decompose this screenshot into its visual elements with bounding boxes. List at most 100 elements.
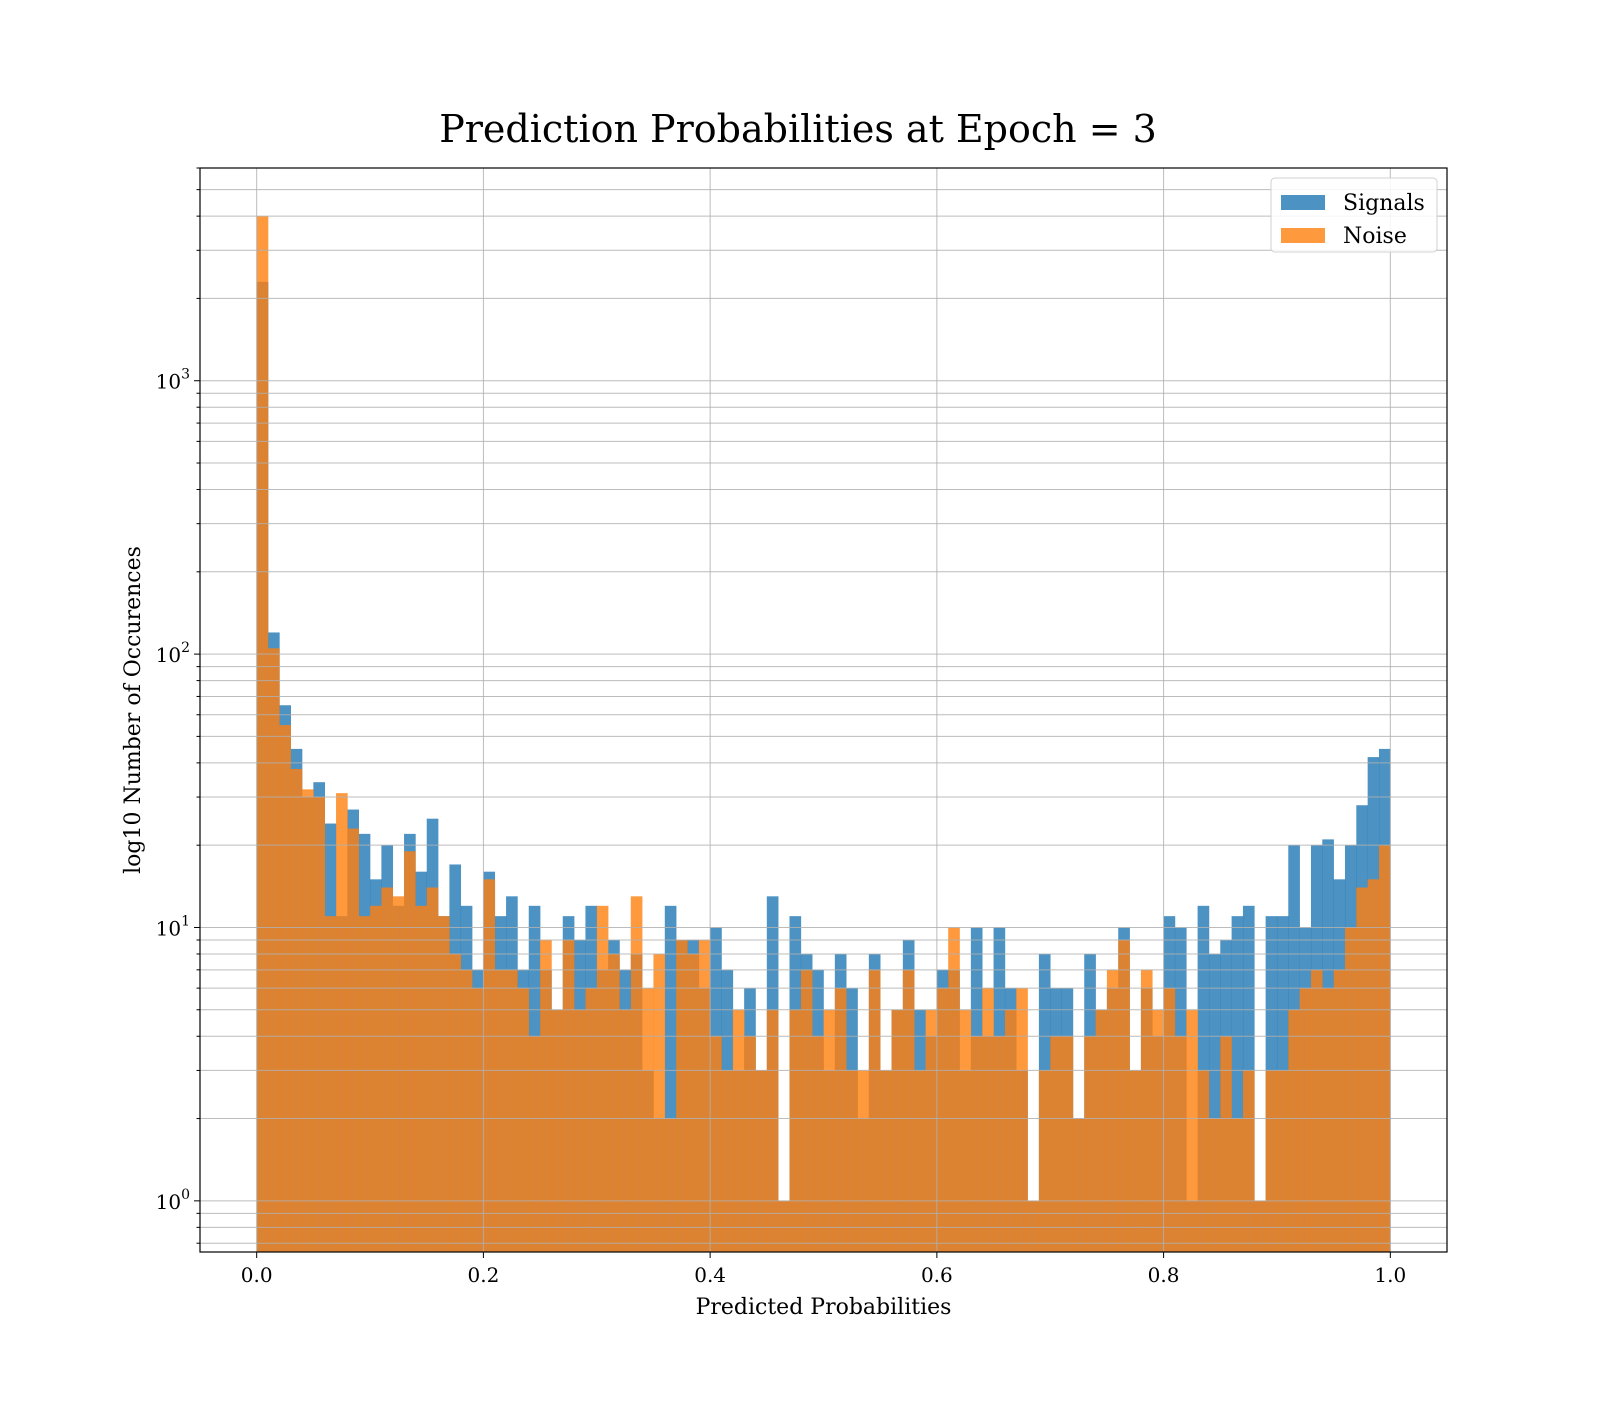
bar-noise [1163, 988, 1176, 1252]
y-tick-label: 100 [156, 1187, 190, 1214]
bar-noise [1322, 988, 1334, 1252]
bar-noise [494, 969, 507, 1252]
x-tick-label: 1.0 [1374, 1263, 1406, 1287]
bar-noise [857, 1070, 870, 1252]
bar-signals [664, 905, 677, 1252]
x-tick-label: 0.6 [921, 1263, 953, 1287]
bar-noise [948, 927, 960, 1252]
bar-noise [426, 887, 439, 1252]
bar-noise [1265, 1070, 1278, 1252]
bar-noise [574, 1009, 586, 1252]
legend-swatch-noise [1281, 228, 1325, 243]
bar-noise [608, 953, 620, 1252]
bar-noise [676, 939, 688, 1252]
bar-noise [358, 916, 371, 1252]
bar-noise [370, 905, 382, 1252]
bar-noise [313, 797, 325, 1252]
bar-signals [1231, 916, 1244, 1252]
bar-noise [506, 969, 518, 1252]
bar-noise [1231, 1118, 1244, 1252]
bar-noise [381, 887, 394, 1252]
bar-noise [789, 1009, 802, 1252]
bar-noise [642, 988, 654, 1252]
bar-noise [460, 969, 473, 1252]
bar-noise [324, 916, 337, 1252]
bar-noise [1378, 845, 1391, 1252]
grid-lines [200, 167, 1447, 1252]
legend-swatch-signals [1281, 195, 1325, 210]
bar-noise [585, 988, 598, 1252]
bar-noise [596, 905, 609, 1252]
y-axis-label: log10 Number of Occurences [121, 546, 146, 874]
bar-noise [1254, 1200, 1266, 1252]
bar-noise [936, 988, 949, 1252]
bar-noise [1027, 1200, 1040, 1252]
bar-noise [449, 953, 462, 1252]
bar-noise [483, 879, 496, 1252]
bar-noise [268, 648, 280, 1252]
bar-noise [404, 851, 416, 1252]
bar-noise [1333, 969, 1346, 1252]
bar-noise [290, 768, 303, 1252]
bar-noise [914, 1070, 926, 1252]
bar-noise [1208, 1118, 1221, 1252]
x-tick-label: 0.2 [468, 1263, 500, 1287]
bar-noise [1152, 1009, 1164, 1252]
bar-noise [562, 939, 575, 1252]
bar-noise [744, 1036, 756, 1252]
bar-noise [1197, 1070, 1210, 1252]
bar-noise [766, 1009, 779, 1252]
bar-noise [347, 828, 360, 1252]
bar-noise [732, 1009, 745, 1252]
bar-noise [891, 1009, 904, 1252]
bar-noise [993, 1036, 1006, 1252]
bar-noise [1084, 1036, 1096, 1252]
y-tick-label: 102 [156, 640, 190, 667]
bar-noise [664, 1118, 677, 1252]
bar-noise [1038, 1070, 1051, 1252]
bar-noise [517, 988, 530, 1252]
bar-noise [970, 1036, 983, 1252]
bar-noise [1140, 969, 1153, 1252]
y-axis-ticks: 100 101 102 103 [156, 167, 200, 1244]
bar-noise [1016, 988, 1028, 1252]
bar-noise [472, 988, 484, 1252]
bar-noise [1344, 927, 1357, 1252]
bar-noise [880, 1070, 892, 1252]
bar-noise [1174, 1036, 1187, 1252]
bar-noise [336, 793, 348, 1252]
bar-noise [1220, 1036, 1232, 1252]
bar-noise [653, 953, 666, 1252]
bar-noise [823, 1009, 836, 1252]
bar-noise [800, 969, 813, 1252]
bar-noise [1050, 1036, 1062, 1252]
bar-noise [256, 216, 269, 1252]
bar-noise [925, 1009, 938, 1252]
legend-label-signals: Signals [1343, 191, 1425, 216]
bar-noise [868, 969, 881, 1252]
bar-noise [982, 988, 994, 1252]
bar-noise [721, 1070, 734, 1252]
bar-noise [1242, 1070, 1255, 1252]
bar-noise [1310, 969, 1323, 1252]
legend: Signals Noise [1270, 177, 1438, 253]
bar-noise [846, 1070, 858, 1252]
bar-noise [1299, 988, 1312, 1252]
bar-noise [902, 969, 915, 1252]
x-tick-label: 0.4 [694, 1263, 726, 1287]
bar-noise [1186, 1009, 1198, 1252]
bar-noise [415, 905, 428, 1252]
bar-noise [812, 1036, 824, 1252]
bar-noise [1276, 1070, 1289, 1252]
bar-noise [1356, 887, 1368, 1252]
y-tick-label: 101 [156, 913, 190, 940]
bar-signals [1208, 953, 1221, 1252]
bar-noise [1106, 969, 1119, 1252]
legend-label-noise: Noise [1343, 224, 1407, 249]
bar-noise [619, 1009, 632, 1252]
bar-noise [755, 1070, 768, 1252]
x-tick-label: 0.0 [241, 1263, 273, 1287]
bar-noise [1129, 1070, 1142, 1252]
bar-noise [438, 916, 450, 1252]
